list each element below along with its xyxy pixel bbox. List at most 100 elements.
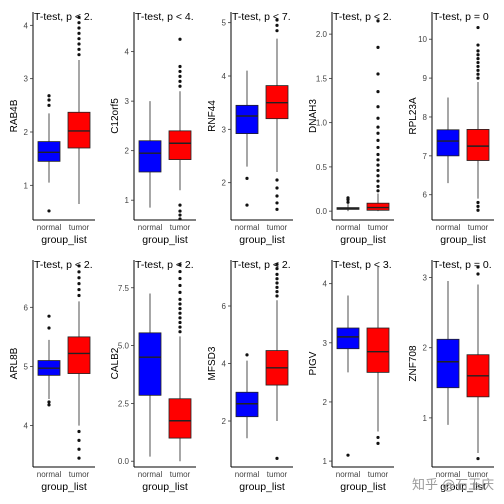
outlier-point xyxy=(275,18,279,22)
panel-rab4b: 1 2 3 4 RAB4B T-test, p < 2. normal tumor group_… xyxy=(9,11,95,246)
panel-title: T-test, p < 3. xyxy=(333,259,392,271)
outlier-point xyxy=(275,186,279,190)
outlier-point xyxy=(376,179,380,183)
x-tick-label: normal xyxy=(336,223,361,232)
y-tick-label: 4 xyxy=(125,48,130,57)
outlier-point xyxy=(275,207,279,211)
title-group: T-test, p < 2. xyxy=(34,11,93,23)
box-tumor xyxy=(67,15,91,204)
outlier-point xyxy=(346,453,350,457)
outlier-point xyxy=(275,262,279,266)
y-axis-label: PIGV xyxy=(308,351,319,375)
outlier-point xyxy=(47,400,51,404)
outlier-point xyxy=(376,116,380,120)
box-normal xyxy=(336,295,360,457)
y-tick-label: 6 xyxy=(24,303,29,312)
panel-rnf44: 2 3 4 5 RNF44 T-test, p < 7. normal tumor group_… xyxy=(207,11,293,246)
outlier-point xyxy=(178,79,182,83)
outlier-point xyxy=(178,209,182,213)
y-tick-label: 5.0 xyxy=(118,342,130,351)
outlier-point xyxy=(178,297,182,301)
outlier-point xyxy=(178,283,182,288)
x-tick-label: normal xyxy=(37,223,62,232)
panel-pigv: 1 2 3 4 PIGV T-test, p < 3. normal tumor group_l… xyxy=(308,259,394,493)
outlier-point xyxy=(178,263,182,267)
y-tick-label: 2 xyxy=(222,417,227,426)
outlier-point xyxy=(376,72,380,76)
outlier-point xyxy=(376,174,380,178)
x-axis-label: group_list xyxy=(142,234,188,246)
y-tick-label: 2 xyxy=(323,398,328,407)
y-tick-label: 2 xyxy=(125,147,130,156)
outlier-point xyxy=(178,269,182,274)
title-group: T-test, p = 0. xyxy=(433,259,492,271)
outlier-point xyxy=(77,42,81,46)
outlier-point xyxy=(178,276,182,281)
box-normal xyxy=(436,281,460,425)
y-axis-label: ZNF708 xyxy=(408,345,419,382)
y-tick-label: 6 xyxy=(423,191,428,200)
y-axis-label: MFSD3 xyxy=(207,346,218,380)
y-tick-label: 4 xyxy=(222,360,227,369)
box-iqr xyxy=(366,202,390,211)
outlier-point xyxy=(77,21,81,25)
outlier-point xyxy=(47,314,51,318)
outlier-point xyxy=(376,145,380,150)
panel-title: T-test, p < 2. xyxy=(34,259,93,271)
outlier-point xyxy=(376,184,380,188)
panel-arl8b: 4 5 6 ARL8B T-test, p < 2. normal tumor group_l… xyxy=(9,259,95,493)
title-group: T-test, p < 4. xyxy=(135,11,194,23)
outlier-point xyxy=(178,325,182,329)
box-iqr xyxy=(336,327,360,350)
outlier-point xyxy=(178,320,182,325)
outlier-point xyxy=(376,19,380,23)
panel-dnah3: 0.0 0.5 1.0 1.5 2.0 DNAH3 T-test, p < 2. normal… xyxy=(308,11,394,246)
outlier-point xyxy=(275,285,279,289)
outlier-point xyxy=(476,204,480,208)
outlier-point xyxy=(178,69,182,74)
outlier-point xyxy=(178,302,182,306)
x-tick-label: normal xyxy=(138,470,163,479)
outlier-point xyxy=(476,53,480,57)
y-tick-label: 1 xyxy=(323,457,328,466)
outlier-point xyxy=(275,272,279,276)
y-tick-label: 2 xyxy=(24,128,29,137)
outlier-point xyxy=(47,98,51,102)
y-tick-label: 10 xyxy=(418,35,427,44)
outlier-point xyxy=(376,158,380,162)
box-normal xyxy=(336,196,360,212)
outlier-point xyxy=(178,64,182,69)
panel-title: T-test, p < 4. xyxy=(135,11,194,23)
outlier-point xyxy=(178,74,182,78)
y-tick-label: 4 xyxy=(323,280,328,289)
outlier-point xyxy=(178,213,182,217)
x-tick-label: tumor xyxy=(267,223,288,232)
outlier-point xyxy=(476,265,480,269)
y-tick-label: 3 xyxy=(24,75,29,84)
outlier-point xyxy=(77,31,81,35)
outlier-point xyxy=(476,76,480,80)
outlier-point xyxy=(178,203,182,207)
x-tick-label: normal xyxy=(235,470,260,479)
box-iqr xyxy=(138,140,162,173)
y-tick-label: 4 xyxy=(222,72,227,81)
title-group: T-test, p < 2. xyxy=(34,259,93,271)
box-tumor xyxy=(366,265,390,445)
outlier-point xyxy=(245,203,249,207)
box-normal xyxy=(37,94,61,213)
box-normal xyxy=(235,353,259,439)
outlier-point xyxy=(178,330,182,334)
y-axis-label: CALB2 xyxy=(110,347,121,379)
outlier-point xyxy=(476,57,480,61)
y-tick-label: 2.0 xyxy=(316,30,328,39)
title-group: T-test, p < 7. xyxy=(232,11,291,23)
outlier-point xyxy=(376,138,380,142)
outlier-point xyxy=(275,178,279,182)
box-tumor xyxy=(466,265,490,461)
x-axis-label: group_list xyxy=(440,234,486,246)
title-group: T-test, p = 0 xyxy=(433,11,489,23)
x-axis-label: group_list xyxy=(340,234,386,246)
x-tick-label: normal xyxy=(138,223,163,232)
panel-title: T-test, p < 2. xyxy=(333,11,392,23)
